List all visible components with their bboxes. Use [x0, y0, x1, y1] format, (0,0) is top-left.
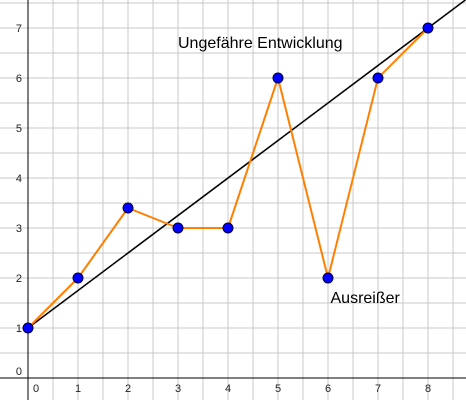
- data-point: [172, 222, 184, 234]
- data-points: [22, 22, 434, 334]
- x-tick-label: 2: [125, 383, 131, 395]
- data-point: [222, 222, 234, 234]
- y-tick-label: 0: [16, 366, 22, 378]
- y-tick-label: 5: [16, 123, 22, 135]
- x-tick-label: 8: [425, 383, 431, 395]
- x-tick-label: 5: [275, 383, 281, 395]
- y-tick-label: 3: [16, 223, 22, 235]
- x-tick-label: 7: [375, 383, 381, 395]
- y-tick-label: 6: [16, 73, 22, 85]
- x-tick-label: 0: [33, 383, 39, 395]
- y-tick-label: 2: [16, 273, 22, 285]
- x-tick-label: 4: [225, 383, 231, 395]
- tick-labels: 0 1 2 3 4 5 6 7 8 0 1 2 3 4 5 6 7: [16, 23, 431, 395]
- y-tick-label: 7: [16, 23, 22, 35]
- data-point: [72, 272, 84, 284]
- annotation-outlier-label: Ausreißer: [331, 290, 401, 307]
- data-point: [422, 22, 434, 34]
- data-point: [22, 322, 34, 334]
- trend-line: [27, 0, 466, 329]
- trend-line-group: [27, 0, 466, 329]
- x-tick-label: 3: [175, 383, 181, 395]
- data-point: [322, 272, 334, 284]
- data-point: [122, 202, 134, 214]
- data-point: [272, 72, 284, 84]
- y-tick-label: 4: [16, 173, 22, 185]
- y-tick-label: 1: [16, 323, 22, 335]
- data-point: [372, 72, 384, 84]
- x-tick-label: 6: [325, 383, 331, 395]
- annotations: Ungefähre Entwicklung Ausreißer: [178, 35, 401, 307]
- annotation-trend-label: Ungefähre Entwicklung: [178, 35, 343, 52]
- x-tick-label: 1: [75, 383, 81, 395]
